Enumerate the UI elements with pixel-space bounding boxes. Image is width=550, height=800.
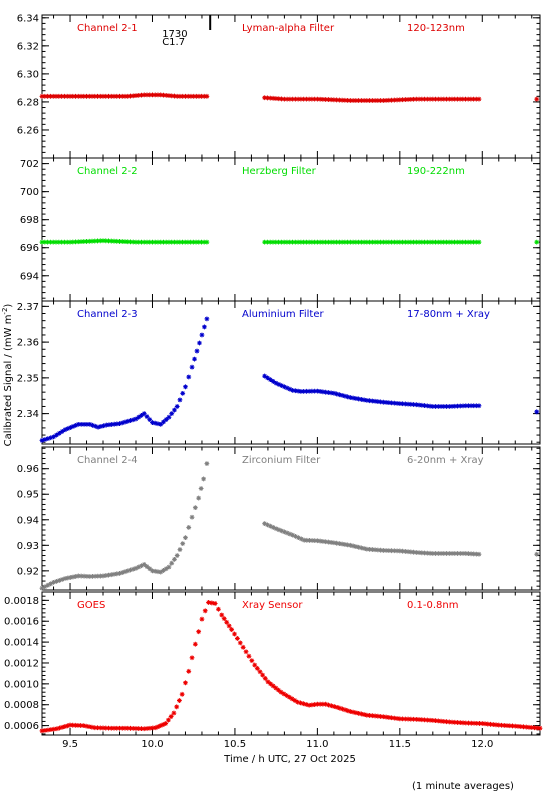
series-ch22-0 [39,238,210,245]
filter-label-ch22: Herzberg Filter [242,166,317,177]
y-tick-label-goes: 0.0010 [4,679,39,690]
band-label-ch21: 120-123nm [407,23,465,34]
channel-label-ch24: Channel 2-4 [77,455,138,466]
y-tick-label-goes: 0.0014 [4,638,39,649]
x-tick-label: 10.0 [141,739,163,750]
series-ch21-1 [262,95,482,103]
data-points-ch24-0 [39,461,210,591]
filter-label-goes: Xray Sensor [242,600,303,611]
data-points-ch21-0 [39,92,210,99]
band-label-ch24: 6-20nm + Xray [407,455,484,466]
filter-label-ch24: Zirconium Filter [242,455,321,466]
y-tick-label-ch24: 0.93 [17,541,39,552]
data-points-ch23-0 [39,316,210,443]
y-tick-label-ch22: 702 [20,159,39,170]
data-points-ch22-0 [39,238,210,245]
y-tick-label-ch21: 6.26 [17,125,39,136]
data-points-ch21-2 [534,96,540,102]
channel-label-ch23: Channel 2-3 [77,309,138,320]
y-tick-label-ch24: 0.92 [17,566,39,577]
y-tick-label-ch22: 694 [20,271,39,282]
series-ch24-0 [39,461,210,591]
channel-label-ch22: Channel 2-2 [77,166,138,177]
y-tick-label-ch24: 0.94 [17,515,39,526]
series-ch24-2 [534,551,540,557]
data-points-ch21-1 [262,95,482,103]
data-points-ch23-2 [534,409,540,415]
channel-label-ch21: Channel 2-1 [77,23,138,34]
y-tick-label-ch23: 2.35 [17,373,39,384]
x-tick-label: 12.0 [471,739,493,750]
y-tick-label-ch21: 6.30 [17,69,39,80]
filter-label-ch23: Aluminium Filter [242,309,325,320]
series-goes-0 [39,600,543,734]
x-tick-label: 11.0 [306,739,328,750]
y-tick-label-ch23: 2.36 [17,338,39,349]
panel-frame-ch22 [41,157,541,302]
y-tick-label-ch22: 696 [20,243,39,254]
panel-frame-ch24 [41,446,541,591]
y-tick-label-ch23: 2.34 [17,409,39,420]
y-axis-title-sup: -2 [1,308,9,315]
svg-text:Calibrated Signal / (mW m-2): Calibrated Signal / (mW m-2) [1,304,14,447]
filter-label-ch21: Lyman-alpha Filter [242,23,335,34]
y-tick-label-goes: 0.0008 [4,700,39,711]
band-label-ch22: 190-222nm [407,166,465,177]
band-label-goes: 0.1-0.8nm [407,600,459,611]
panel-ch23: 2.34 2.35 2.36 2.37 Channel 2-3 Aluminium Fil… [17,300,541,445]
data-points-ch24-1 [262,521,482,557]
panel-goes: 0.0006 0.0008 0.0010 0.0012 0.0014 0.0016 0.00… [4,591,543,736]
averaging-note: (1 minute averages) [412,781,514,792]
y-tick-label-ch21: 6.34 [17,13,39,24]
panel-frame-ch23 [41,300,541,445]
y-tick-label-ch22: 700 [20,187,39,198]
band-label-ch23: 17-80nm + Xray [407,309,490,320]
channel-label-goes: GOES [77,600,105,611]
panel-frame-goes [41,591,541,736]
y-tick-label-ch21: 6.32 [17,41,39,52]
data-points-goes-0 [39,600,543,734]
x-tick-label: 10.5 [224,739,246,750]
data-points-ch22-2 [534,239,540,245]
x-tick-label: 11.5 [389,739,411,750]
y-tick-label-ch23: 2.37 [17,302,39,313]
y-tick-label-goes: 0.0018 [4,596,39,607]
flare-time-label: 1730 [162,29,187,40]
y-axis-title-close: ) [3,304,14,308]
y-tick-label-goes: 0.0006 [4,721,39,732]
panel-ch24: 0.92 0.93 0.94 0.95 0.96 Channel 2-4 Zirconium… [17,446,541,591]
x-axis-title: Time / h UTC, 27 Oct 2025 [223,754,356,765]
series-ch23-1 [262,373,482,409]
y-tick-label-goes: 0.0012 [4,658,39,669]
y-tick-label-ch21: 6.28 [17,97,39,108]
series-ch24-1 [262,521,482,557]
series-ch23-0 [39,316,210,443]
y-tick-label-goes: 0.0016 [4,617,39,628]
series-ch21-2 [534,96,540,102]
y-axis-title-main: Calibrated Signal / (mW m [3,315,14,447]
panel-ch21: 6.26 6.28 6.30 6.32 6.34 Channel 2-1 Lyman-alp… [17,13,541,159]
series-ch22-2 [534,239,540,245]
series-ch23-2 [534,409,540,415]
panel-frame-ch21 [41,14,541,159]
data-points-ch24-2 [534,551,540,557]
x-tick-label: 9.5 [62,739,78,750]
series-ch22-1 [262,239,482,245]
panel-ch22: 694 696 698 700 702 Channel 2-2 Herzberg Filte… [20,157,541,302]
y-tick-label-ch22: 698 [20,215,39,226]
y-tick-label-ch24: 0.95 [17,490,39,501]
data-points-ch23-1 [262,373,482,409]
series-ch21-0 [39,92,210,99]
y-tick-label-ch24: 0.96 [17,464,39,475]
data-points-ch22-1 [262,239,482,245]
y-axis-title: Calibrated Signal / (mW m-2) [1,304,14,447]
flare-class-label: C1.7 [162,37,185,48]
